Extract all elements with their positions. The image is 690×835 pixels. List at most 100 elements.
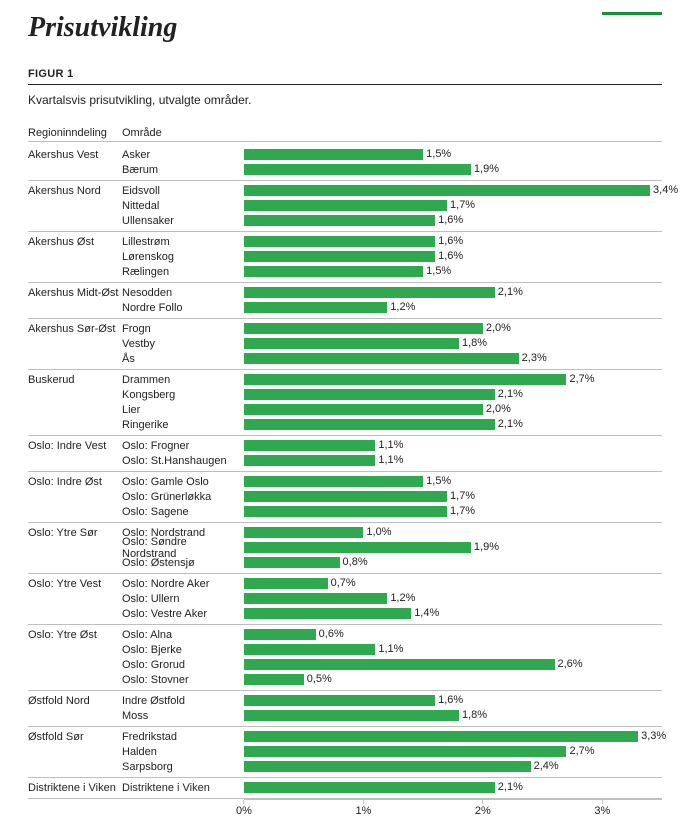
x-axis: 0% 1% 2% 3% <box>28 799 662 815</box>
chart-row: Sarpsborg2,4% <box>28 760 662 774</box>
bar-cell: 1,7% <box>244 491 662 503</box>
bar-cell: 1,0% <box>244 527 662 539</box>
chart-row: Oslo: Stovner0,5% <box>28 673 662 687</box>
area-label: Oslo: Østensjø <box>122 557 244 569</box>
value-label: 1,1% <box>378 454 403 466</box>
chart-row: Oslo: Vestre Aker1,4% <box>28 607 662 621</box>
bar-cell: 1,2% <box>244 593 662 605</box>
value-label: 2,1% <box>498 286 523 298</box>
chart-row: Akershus ØstLillestrøm1,6% <box>28 235 662 249</box>
value-label: 1,7% <box>450 490 475 502</box>
area-label: Fredrikstad <box>122 731 244 743</box>
value-label: 0,7% <box>331 577 356 589</box>
bar <box>244 164 471 175</box>
bar-cell: 2,7% <box>244 374 662 386</box>
bar <box>244 389 495 400</box>
area-label: Lillestrøm <box>122 236 244 248</box>
region-label: Oslo: Indre Øst <box>28 475 122 489</box>
chart-row: Lørenskog1,6% <box>28 250 662 264</box>
bar <box>244 761 531 772</box>
value-label: 1,6% <box>438 214 463 226</box>
region-group: Østfold NordIndre Østfold1,6%Moss1,8% <box>28 691 662 727</box>
area-label: Oslo: Alna <box>122 629 244 641</box>
area-label: Lørenskog <box>122 251 244 263</box>
bar <box>244 455 375 466</box>
region-group: Akershus ØstLillestrøm1,6%Lørenskog1,6%R… <box>28 232 662 283</box>
bar-cell: 1,6% <box>244 215 662 227</box>
region-label: Akershus Øst <box>28 235 122 249</box>
bar-cell: 2,1% <box>244 287 662 299</box>
bar <box>244 659 555 670</box>
chart-row: Nittedal1,7% <box>28 199 662 213</box>
figure-rule <box>28 84 662 85</box>
area-label: Asker <box>122 149 244 161</box>
value-label: 2,4% <box>534 760 559 772</box>
x-axis-tick: 1% <box>355 800 371 817</box>
chart: Regioninndeling Område Akershus VestAske… <box>28 127 662 815</box>
chart-row: Østfold SørFredrikstad3,3% <box>28 730 662 744</box>
x-axis-tick-label: 0% <box>236 805 252 817</box>
chart-row: Oslo: Indre VestOslo: Frogner1,1% <box>28 439 662 453</box>
bar-cell: 1,6% <box>244 251 662 263</box>
chart-body: Akershus VestAsker1,5%Bærum1,9%Akershus … <box>28 145 662 799</box>
chart-row: Oslo: Bjerke1,1% <box>28 643 662 657</box>
x-axis-tick: 3% <box>594 800 610 817</box>
bar-cell: 2,0% <box>244 404 662 416</box>
area-label: Distriktene i Viken <box>122 782 244 794</box>
bar <box>244 338 459 349</box>
value-label: 2,0% <box>486 322 511 334</box>
chart-row: Oslo: St.Hanshaugen 1,1% <box>28 454 662 468</box>
bar-cell: 1,8% <box>244 338 662 350</box>
value-label: 1,2% <box>390 301 415 313</box>
value-label: 0,6% <box>319 628 344 640</box>
x-axis-tick-label: 3% <box>594 805 610 817</box>
area-label: Oslo: Grorud <box>122 659 244 671</box>
value-label: 1,7% <box>450 505 475 517</box>
area-label: Frogn <box>122 323 244 335</box>
bar <box>244 236 435 247</box>
chart-row: Oslo: Søndre Nordstrand1,9% <box>28 541 662 555</box>
area-label: Nordre Follo <box>122 302 244 314</box>
region-group: Akershus NordEidsvoll3,4%Nittedal1,7%Ull… <box>28 181 662 232</box>
bar <box>244 506 447 517</box>
value-label: 1,8% <box>462 337 487 349</box>
column-header-area: Område <box>122 127 244 139</box>
chart-header: Regioninndeling Område <box>28 127 662 142</box>
value-label: 2,1% <box>498 388 523 400</box>
bar-cell: 1,8% <box>244 710 662 722</box>
chart-row: Kongsberg2,1% <box>28 388 662 402</box>
chart-row: Bærum1,9% <box>28 163 662 177</box>
bar-cell: 1,1% <box>244 644 662 656</box>
bar <box>244 404 483 415</box>
area-label: Oslo: St.Hanshaugen <box>122 455 244 467</box>
chart-row: Halden2,7% <box>28 745 662 759</box>
chart-row: Nordre Follo 1,2% <box>28 301 662 315</box>
bar-cell: 1,6% <box>244 695 662 707</box>
bar-cell: 2,4% <box>244 761 662 773</box>
region-label: Oslo: Ytre Vest <box>28 577 122 591</box>
area-label: Rælingen <box>122 266 244 278</box>
bar <box>244 746 566 757</box>
value-label: 1,7% <box>450 199 475 211</box>
value-label: 2,1% <box>498 781 523 793</box>
region-group: Oslo: Ytre VestOslo: Nordre Aker0,7%Oslo… <box>28 574 662 625</box>
bar <box>244 542 471 553</box>
x-axis-tick: 0% <box>236 800 252 817</box>
chart-row: Ullensaker1,6% <box>28 214 662 228</box>
bar <box>244 578 328 589</box>
bar <box>244 149 423 160</box>
chart-row: Ringerike2,1% <box>28 418 662 432</box>
area-label: Oslo: Grünerløkka <box>122 491 244 503</box>
bar-cell: 1,5% <box>244 266 662 278</box>
bar <box>244 200 447 211</box>
area-label: Oslo: Gamle Oslo <box>122 476 244 488</box>
area-label: Lier <box>122 404 244 416</box>
chart-row: Oslo: Grorud2,6% <box>28 658 662 672</box>
bar <box>244 629 316 640</box>
chart-row: Oslo: Grünerløkka 1,7% <box>28 490 662 504</box>
bar <box>244 374 566 385</box>
bar <box>244 695 435 706</box>
region-group: Akershus Sør-ØstFrogn2,0%Vestby1,8%Ås2,3… <box>28 319 662 370</box>
bar-cell: 2,1% <box>244 419 662 431</box>
x-axis-tick-label: 2% <box>475 805 491 817</box>
